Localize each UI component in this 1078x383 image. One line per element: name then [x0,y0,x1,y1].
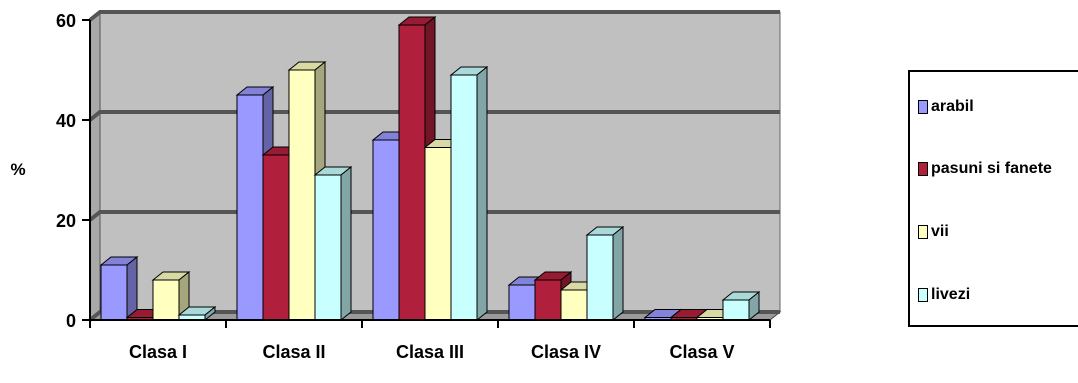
legend-label: livezi [931,286,971,303]
legend-item-arabil: arabil [918,98,974,116]
legend-item-vii: vii [918,223,949,241]
y-tick-label: 60 [56,11,76,31]
axis-labels: % [10,160,25,179]
bars [99,15,761,322]
legend: arabil pasuni si fanete vii livezi [908,70,1078,327]
legend-item-livezi: livezi [918,286,970,304]
bar-side [476,65,488,322]
bar [313,165,353,322]
bar-front [152,279,180,321]
bar [99,255,139,322]
bar-front [586,234,614,321]
bar [721,290,761,322]
bar-side [748,290,760,322]
bar-front [722,299,750,321]
bar-front [314,174,342,321]
bar-front [100,264,128,321]
bar-front [262,154,290,321]
bar-front [560,289,588,321]
x-tick-label: Clasa II [262,342,325,362]
x-tick-label: Clasa V [669,342,734,362]
bar [585,225,625,322]
axes: 0 20 40 60 Clasa I Clasa II Clasa III Clasa IV C… [56,11,771,362]
y-tick-label: 40 [56,111,76,131]
legend-swatch [918,162,928,176]
bar-front [236,94,264,321]
legend-swatch [918,100,928,114]
legend-label: vii [931,223,949,240]
bar [177,305,217,322]
legend-swatch [918,288,928,302]
bar [151,270,191,322]
legend-swatch [918,225,928,239]
bar-front [508,284,536,321]
y-axis-label: % [10,160,25,179]
y-tick-label: 20 [56,211,76,231]
gridline [88,10,780,22]
legend-item-pasuni-si-fanete: pasuni si fanete [918,160,1052,178]
bar [449,65,489,322]
x-tick-label: Clasa IV [531,342,601,362]
gridline [88,210,780,222]
bar-side [204,305,216,322]
legend-label: arabil [931,98,974,115]
bar-front [288,69,316,321]
x-tick-label: Clasa I [129,342,187,362]
bar-front [372,139,400,321]
bar-front [424,147,452,321]
legend-label: pasuni si fanete [931,160,1052,177]
bar-side [612,225,624,322]
bar-front [450,74,478,321]
bar-front [534,279,562,321]
plot-side-wall [89,10,101,322]
x-tick-label: Clasa III [396,342,464,362]
gridline [88,110,780,122]
y-tick-label: 0 [66,311,76,331]
bar-front [398,24,426,321]
bar-side [340,165,352,322]
